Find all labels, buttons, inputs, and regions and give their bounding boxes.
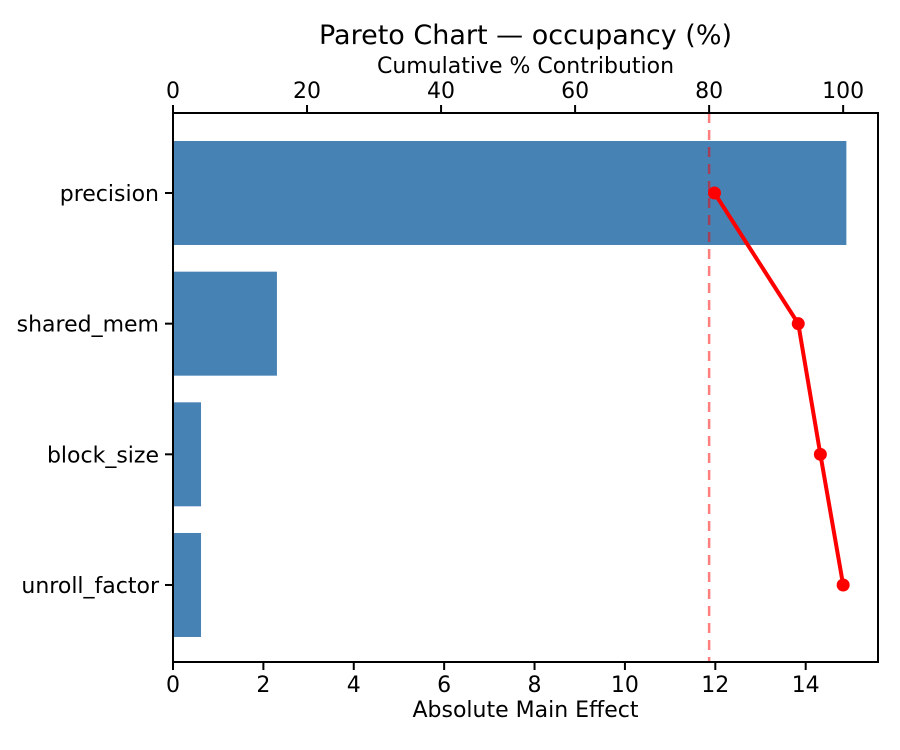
x-axis-top-tick-label: 40 [427, 79, 455, 104]
x-axis-bottom-tick-label: 6 [437, 673, 451, 698]
x-axis-bottom-tick-label: 8 [528, 673, 542, 698]
top-axis-label: Cumulative % Contribution [376, 54, 675, 79]
category-label-shared_mem: shared_mem [17, 313, 159, 338]
x-axis-top-tick-label: 100 [822, 79, 864, 104]
cumulative-line [712, 191, 846, 586]
x-axis-bottom-tick-label: 0 [166, 673, 180, 698]
bottom-axis-label: Absolute Main Effect [412, 698, 639, 723]
x-axis-top-tick-label: 0 [166, 79, 180, 104]
plot-border [172, 112, 879, 663]
x-axis-bottom-tick-label: 4 [347, 673, 361, 698]
x-axis-top-tick-label: 60 [561, 79, 589, 104]
x-axis-top-tick-label: 80 [695, 79, 723, 104]
category-label-unroll_factor: unroll_factor [21, 574, 160, 599]
x-axis-bottom-tick-label: 14 [792, 673, 820, 698]
cumulative-point-precision [707, 186, 721, 200]
category-label-block_size: block_size [47, 443, 159, 468]
x-axis-bottom-tick-label: 2 [256, 673, 270, 698]
x-axis-top-tick-label: 20 [293, 79, 321, 104]
cumulative-point-shared_mem [791, 317, 805, 331]
bar-unroll_factor [173, 532, 202, 637]
cumulative-point-unroll_factor [836, 578, 850, 592]
bar-block_size [173, 402, 202, 507]
bar-shared_mem [173, 271, 277, 376]
bar-precision [173, 141, 847, 245]
x-axis-bottom-tick-label: 10 [611, 673, 639, 698]
chart-title: Pareto Chart — occupancy (%) [318, 20, 733, 51]
category-label-precision: precision [60, 182, 159, 207]
cumulative-point-block_size [813, 447, 827, 461]
x-axis-bottom-tick-label: 12 [701, 673, 729, 698]
